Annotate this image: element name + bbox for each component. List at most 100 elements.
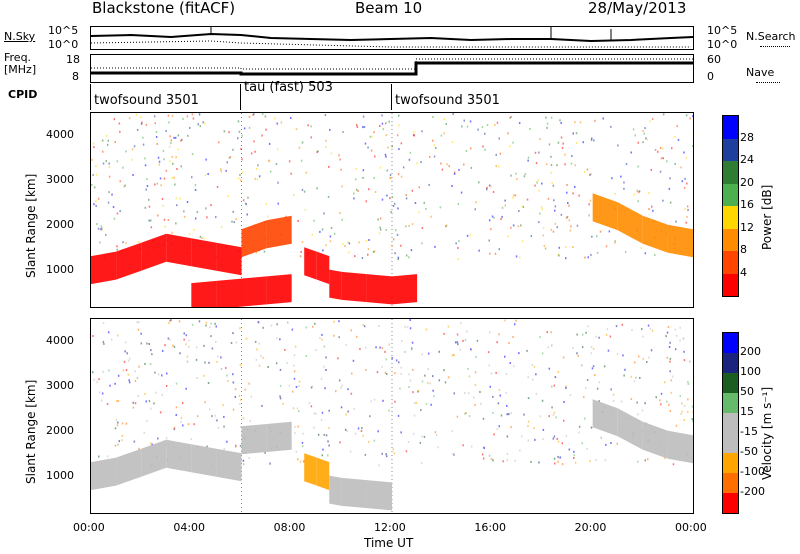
scatter-speckle bbox=[255, 167, 258, 170]
scatter-speckle bbox=[660, 157, 663, 160]
scatter-speckle bbox=[269, 462, 271, 465]
scatter-speckle bbox=[301, 441, 304, 444]
scatter-speckle bbox=[659, 399, 661, 402]
scatter-speckle bbox=[433, 155, 436, 158]
scatter-speckle bbox=[429, 382, 431, 385]
scatter-speckle bbox=[294, 345, 297, 348]
scatter-speckle bbox=[542, 428, 545, 431]
scatter-speckle bbox=[381, 122, 384, 125]
scatter-speckle bbox=[341, 218, 343, 221]
scatter-speckle bbox=[585, 386, 587, 389]
scatter-speckle bbox=[242, 417, 245, 420]
scatter-speckle bbox=[248, 382, 250, 385]
scatter-speckle bbox=[569, 229, 572, 232]
echo-band-segment bbox=[216, 242, 242, 276]
scatter-speckle bbox=[205, 324, 207, 327]
scatter-speckle bbox=[181, 138, 183, 141]
scatter-speckle bbox=[518, 352, 520, 355]
echo-band-segment bbox=[316, 251, 330, 285]
scatter-speckle bbox=[578, 425, 581, 428]
scatter-speckle bbox=[488, 454, 491, 457]
scatter-speckle bbox=[158, 163, 160, 166]
echo-band-segment bbox=[191, 444, 217, 477]
scatter-speckle bbox=[451, 430, 453, 433]
scatter-speckle bbox=[662, 199, 664, 202]
scatter-speckle bbox=[573, 450, 575, 453]
scatter-speckle bbox=[258, 342, 261, 345]
scatter-speckle bbox=[145, 123, 148, 126]
scatter-speckle bbox=[328, 427, 330, 430]
scatter-speckle bbox=[131, 148, 134, 151]
scatter-speckle bbox=[589, 173, 591, 176]
scatter-speckle bbox=[354, 255, 356, 258]
scatter-speckle bbox=[668, 187, 671, 190]
scatter-speckle bbox=[288, 384, 291, 387]
scatter-speckle bbox=[92, 142, 95, 145]
scatter-speckle bbox=[256, 178, 259, 181]
scatter-speckle bbox=[614, 241, 616, 244]
scatter-speckle bbox=[552, 437, 555, 440]
scatter-speckle bbox=[249, 420, 252, 423]
y-tick-label: 4000 bbox=[46, 128, 74, 142]
scatter-speckle bbox=[233, 221, 235, 224]
scatter-speckle bbox=[191, 176, 193, 179]
scatter-speckle bbox=[125, 422, 128, 425]
scatter-speckle bbox=[468, 415, 471, 418]
scatter-speckle bbox=[594, 119, 596, 122]
scatter-speckle bbox=[415, 401, 418, 404]
scatter-speckle bbox=[550, 164, 553, 167]
scatter-speckle bbox=[114, 141, 116, 143]
scatter-speckle bbox=[362, 115, 365, 118]
scatter-speckle bbox=[582, 141, 584, 144]
scatter-speckle bbox=[685, 221, 687, 224]
echo-band-segment bbox=[642, 215, 668, 253]
scatter-speckle bbox=[498, 425, 500, 428]
scatter-speckle bbox=[594, 374, 596, 377]
scatter-speckle bbox=[643, 132, 645, 135]
scatter-speckle bbox=[646, 138, 649, 141]
scatter-speckle bbox=[666, 160, 668, 163]
scatter-speckle bbox=[391, 244, 393, 247]
scatter-speckle bbox=[421, 353, 423, 356]
scatter-speckle bbox=[179, 197, 181, 200]
scatter-speckle bbox=[649, 327, 652, 330]
scatter-speckle bbox=[685, 156, 688, 159]
scatter-speckle bbox=[637, 141, 639, 144]
cpid-label: CPID bbox=[8, 88, 38, 101]
scatter-speckle bbox=[395, 359, 398, 362]
scatter-speckle bbox=[295, 128, 298, 131]
scatter-speckle bbox=[171, 231, 173, 234]
scatter-speckle bbox=[159, 177, 162, 180]
scatter-speckle bbox=[644, 459, 646, 462]
scatter-speckle bbox=[395, 229, 397, 232]
colorbar-cell bbox=[723, 433, 738, 453]
x-axis-label: Time UT bbox=[364, 536, 414, 550]
scatter-speckle bbox=[636, 401, 638, 404]
scatter-speckle bbox=[279, 397, 282, 400]
echo-band-segment bbox=[191, 238, 217, 271]
scatter-speckle bbox=[180, 165, 182, 168]
scatter-speckle bbox=[501, 215, 503, 218]
power-colorbar bbox=[722, 115, 739, 297]
scatter-speckle bbox=[328, 444, 330, 447]
scatter-speckle bbox=[444, 381, 447, 384]
scatter-speckle bbox=[669, 410, 672, 412]
scatter-speckle bbox=[397, 414, 400, 417]
scatter-speckle bbox=[527, 420, 530, 423]
scatter-speckle bbox=[241, 134, 243, 137]
scatter-speckle bbox=[418, 389, 420, 392]
scatter-speckle bbox=[175, 382, 178, 385]
scatter-speckle bbox=[310, 405, 313, 408]
scatter-speckle bbox=[173, 345, 176, 348]
scatter-speckle bbox=[384, 153, 387, 156]
scatter-speckle bbox=[210, 204, 212, 207]
scatter-speckle bbox=[290, 117, 292, 119]
scatter-speckle bbox=[492, 411, 494, 414]
scatter-speckle bbox=[554, 205, 557, 208]
scatter-speckle bbox=[546, 126, 548, 129]
scatter-speckle bbox=[451, 354, 454, 357]
scatter-speckle bbox=[356, 126, 359, 128]
scatter-speckle bbox=[138, 365, 140, 368]
scatter-speckle bbox=[565, 216, 568, 219]
scatter-speckle bbox=[134, 380, 137, 382]
